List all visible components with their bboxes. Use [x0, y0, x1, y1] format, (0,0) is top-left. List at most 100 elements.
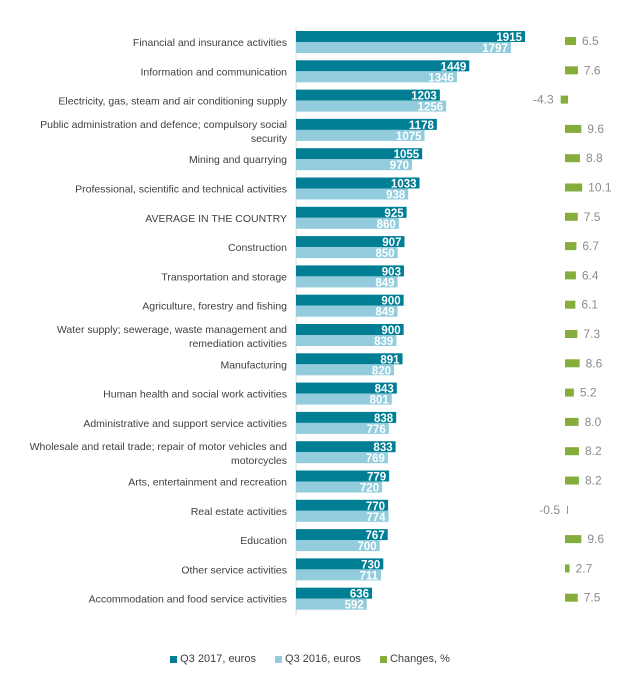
value-label-change: 5.2	[580, 386, 597, 400]
category-label: AVERAGE IN THE COUNTRY	[145, 213, 287, 225]
value-label-q3-2017: 770	[366, 501, 385, 513]
value-label-q3-2016: 938	[386, 190, 406, 202]
category-label-line: Administrative and support service activ…	[83, 418, 287, 430]
category-label: Financial and insurance activities	[133, 37, 287, 49]
value-label-q3-2017: 767	[366, 530, 385, 542]
value-label-q3-2016: 776	[367, 424, 386, 436]
bar-q3-2017	[296, 353, 403, 365]
bar-q3-2017	[296, 499, 389, 511]
category-label: Other service activities	[181, 564, 287, 576]
bar-q3-2016	[296, 159, 412, 171]
bar-change	[565, 417, 579, 426]
value-label-change: 6.1	[581, 298, 598, 312]
bar-q3-2017	[296, 118, 437, 130]
bar-change	[565, 37, 577, 45]
bar-q3-2016	[296, 129, 425, 141]
value-label-change: -4.3	[533, 93, 554, 107]
category-label: Electricity, gas, steam and air conditio…	[58, 96, 287, 108]
bar-change	[565, 183, 583, 192]
bar-q3-2016	[296, 247, 398, 259]
bar-q3-2017	[296, 529, 388, 541]
bar-change	[560, 95, 568, 104]
value-label-q3-2016: 820	[372, 365, 391, 377]
category-label-line: Manufacturing	[220, 359, 287, 371]
bar-q3-2016	[296, 335, 397, 346]
value-label-q3-2016: 801	[370, 395, 390, 407]
bar-q3-2016	[296, 393, 392, 405]
value-label-change: -0.5	[539, 503, 560, 517]
legend-item-q3-2016: Q3 2016, euros	[275, 653, 361, 665]
bar-q3-2017	[296, 89, 440, 101]
bar-change	[565, 535, 582, 544]
category-label: Human health and social work activities	[103, 389, 287, 401]
bar-q3-2017	[296, 382, 397, 394]
value-label-q3-2016: 1346	[428, 72, 454, 84]
category-label-line: Electricity, gas, steam and air conditio…	[58, 96, 287, 108]
category-label: Real estate activities	[191, 506, 287, 518]
category-label-line: Mining and quarrying	[189, 154, 287, 166]
bar-change	[565, 564, 570, 573]
category-label: Manufacturing	[220, 359, 287, 371]
category-label: Administrative and support service activ…	[83, 418, 287, 430]
bar-change	[565, 124, 582, 133]
value-label-q3-2017: 779	[367, 472, 386, 484]
bar-q3-2017	[296, 324, 404, 335]
value-label-change: 6.5	[582, 34, 599, 48]
category-label-line: remediation activities	[189, 338, 287, 350]
value-label-q3-2016: 1797	[482, 43, 508, 55]
value-label-q3-2017: 636	[350, 589, 369, 601]
value-label-q3-2017: 730	[361, 559, 380, 571]
category-label: Professional, scientific and technical a…	[75, 184, 287, 196]
value-label-q3-2016: 711	[359, 570, 378, 582]
value-label-change: 9.6	[587, 122, 604, 136]
bar-change	[565, 593, 578, 602]
value-label-q3-2017: 1203	[411, 91, 437, 103]
bar-q3-2016	[296, 422, 389, 434]
bar-q3-2016	[296, 188, 409, 200]
value-label-q3-2017: 833	[373, 442, 392, 454]
bar-change	[565, 388, 574, 397]
category-label: Water supply; sewerage, waste management…	[57, 324, 287, 350]
category-label-line: Human health and social work activities	[103, 389, 287, 401]
bar-q3-2016	[296, 364, 395, 376]
value-label-change: 8.6	[586, 356, 603, 370]
value-label-q3-2017: 1178	[409, 120, 435, 132]
bar-change	[567, 505, 568, 514]
category-label: Wholesale and retail trade; repair of mo…	[30, 441, 288, 467]
bar-q3-2016	[296, 598, 367, 610]
bar-q3-2016	[296, 276, 398, 288]
legend-label-q3-2017: Q3 2017, euros	[180, 653, 256, 665]
bar-q3-2016	[296, 569, 382, 581]
category-label: Agriculture, forestry and fishing	[142, 301, 287, 313]
category-label-line: Other service activities	[181, 564, 287, 576]
bar-q3-2017	[296, 60, 470, 72]
bar-q3-2016	[296, 510, 389, 522]
category-label-line: Construction	[228, 242, 287, 254]
legend-swatch-q3-2017	[170, 655, 178, 663]
legend-swatch-q3-2016	[275, 655, 283, 663]
bar-change	[565, 271, 576, 280]
value-label-q3-2016: 700	[358, 541, 377, 553]
bar-q3-2016	[296, 42, 511, 53]
category-label-line: AVERAGE IN THE COUNTRY	[145, 213, 287, 225]
category-label-line: Professional, scientific and technical a…	[75, 184, 287, 196]
legend-label-q3-2016: Q3 2016, euros	[285, 653, 361, 665]
category-label: Construction	[228, 242, 287, 254]
value-label-q3-2016: 849	[375, 307, 394, 319]
category-label-line: security	[251, 133, 288, 145]
value-label-q3-2017: 900	[381, 325, 400, 337]
value-label-q3-2017: 1055	[394, 149, 420, 161]
value-label-q3-2016: 592	[345, 600, 364, 612]
value-label-q3-2016: 970	[390, 160, 409, 172]
category-label: Accommodation and food service activitie…	[89, 594, 287, 606]
value-label-q3-2016: 839	[374, 336, 393, 348]
value-label-q3-2017: 900	[381, 296, 400, 308]
value-label-q3-2017: 1915	[496, 32, 522, 44]
bar-q3-2016	[296, 452, 388, 464]
bar-q3-2017	[296, 470, 390, 482]
legend: Q3 2017, euros Q3 2016, euros Changes, %	[0, 653, 620, 665]
legend-item-q3-2017: Q3 2017, euros	[170, 653, 256, 665]
category-label: Education	[240, 535, 287, 547]
value-label-q3-2017: 925	[384, 208, 404, 220]
